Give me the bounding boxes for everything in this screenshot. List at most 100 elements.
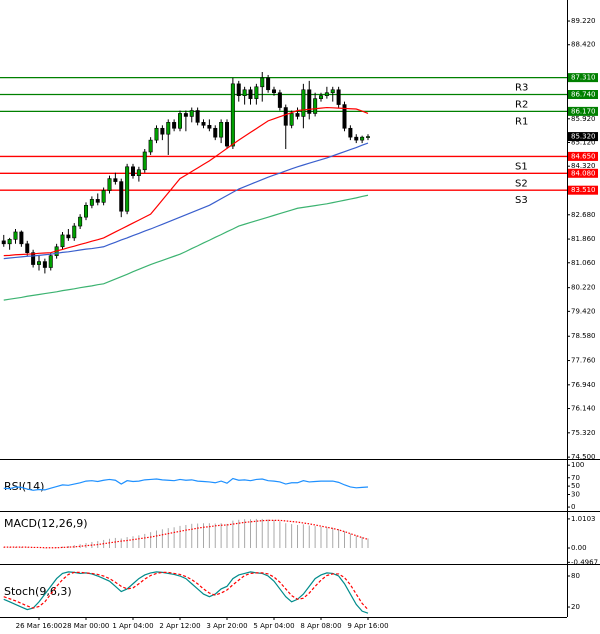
level-price-label: 84.650 [571,152,596,160]
candle-body [207,125,212,129]
candle-body [60,234,65,248]
y-tick-label: 84.320 [571,162,596,170]
candle-body [213,127,218,138]
candle-body [119,181,124,212]
candle-body [295,113,300,117]
panel-title: RSI(14) [4,480,44,493]
level-name: R1 [515,116,528,127]
y-tick-label: 80.220 [571,284,596,292]
y-tick-label: 78.580 [571,332,596,340]
last-price-box [568,132,598,142]
candle-body [48,255,53,268]
candle-body [230,83,235,147]
y-tick-label: 80 [571,572,580,580]
candle-body [354,136,359,141]
level-price-box [568,106,598,116]
candle-body [360,136,365,141]
x-tick-label: 3 Apr 20:00 [206,622,247,630]
series-line [3,194,369,301]
candle-body [107,178,112,191]
candle-body [72,225,77,239]
candle-body [225,122,230,147]
candle-body [7,239,12,245]
level-name: R3 [515,83,528,94]
candle-body [42,261,47,268]
candle-body [160,127,165,135]
y-tick-label: 0 [571,503,575,511]
candle-body [313,98,318,114]
candle-body [236,83,241,96]
y-tick-label: 76.140 [571,405,596,413]
level-name: R2 [515,100,528,111]
candle-body [266,77,271,91]
y-tick-label: 85.120 [571,138,596,146]
candle-body [183,113,188,117]
y-tick-label: 0.00 [571,544,587,552]
y-tick-label: 85.920 [571,115,596,123]
candle-body [13,231,18,240]
series-line [3,106,369,257]
candle-body [78,216,83,227]
y-tick-label: 79.420 [571,307,596,315]
y-tick-label: 74.500 [571,453,596,461]
x-tick-label: 28 Mar 00:00 [63,622,110,630]
series-line [3,519,369,549]
candle-body [136,169,141,176]
y-tick-label: 76.940 [571,381,596,389]
level-price-label: 86.740 [571,91,596,99]
y-tick-label: 81.060 [571,259,596,267]
y-tick-label: 30 [571,491,580,499]
candle-body [307,89,312,114]
candle-body [342,104,347,129]
candle-body [142,151,147,171]
candle-body [271,89,276,94]
candle-body [318,95,323,99]
last-price-label: 85.320 [571,133,596,141]
level-price-label: 83.510 [571,186,596,194]
candle-body [113,178,118,182]
candle-body [154,127,159,141]
y-tick-label: 20 [571,603,580,611]
y-tick-label: -0.4967 [571,558,598,566]
x-tick-label: 1 Apr 04:00 [112,622,153,630]
candle-body [66,234,71,239]
y-tick-label: 70 [571,474,580,482]
level-price-box [568,151,598,161]
candle-body [125,166,130,212]
level-price-box [568,90,598,100]
series-line [3,571,369,614]
candle-body [31,252,36,265]
candle-body [19,231,24,245]
y-tick-label: 81.860 [571,235,596,243]
candle-body [277,92,282,108]
candle-body [289,113,294,126]
panel-title: MACD(12,26,9) [4,517,88,530]
candle-body [260,77,265,88]
candle-body [283,107,288,126]
candle-body [242,89,247,96]
candle-body [324,92,329,96]
candle-body [336,89,341,105]
x-tick-label: 8 Apr 08:00 [300,622,341,630]
candle-body [195,110,200,123]
candle-body [166,122,171,135]
candle-body [89,199,94,206]
candle-body [131,166,136,176]
candle-body [219,122,224,138]
candle-body [254,86,259,99]
x-tick-label: 2 Apr 12:00 [159,622,200,630]
candle-body [348,127,353,138]
y-tick-label: 50 [571,482,580,490]
y-tick-label: 89.220 [571,17,596,25]
candle-body [101,190,106,203]
level-price-box [568,73,598,83]
candle-body [189,110,194,117]
y-tick-label: 88.420 [571,41,596,49]
level-name: S3 [515,195,528,206]
level-price-box [568,168,598,178]
candle-body [25,243,30,253]
candle-body [95,199,100,203]
level-price-label: 84.080 [571,169,596,177]
